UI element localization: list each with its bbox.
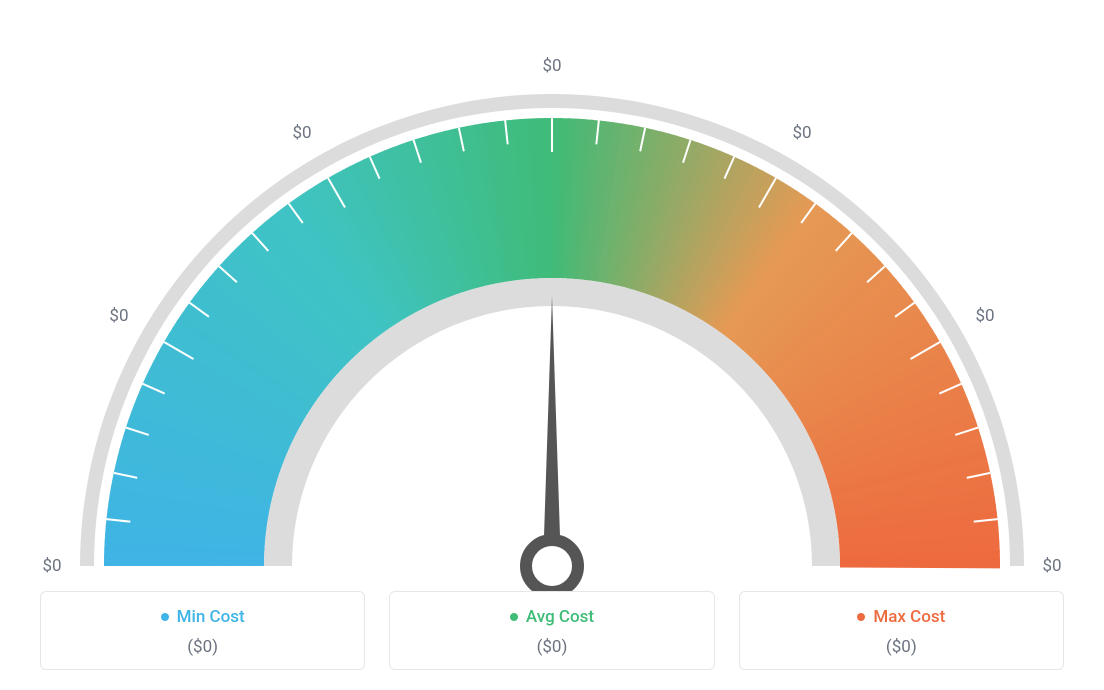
- gauge-tick-label: $0: [292, 123, 311, 143]
- gauge-tick-label: $0: [542, 56, 561, 76]
- gauge-tick-label: $0: [42, 556, 61, 576]
- legend-value: ($0): [41, 637, 364, 657]
- legend-value: ($0): [390, 637, 713, 657]
- legend-card-avg: Avg Cost ($0): [389, 591, 714, 670]
- dot-icon: [510, 613, 518, 621]
- gauge-tick-label: $0: [975, 306, 994, 326]
- legend-label: Min Cost: [177, 607, 245, 627]
- legend-value: ($0): [740, 637, 1063, 657]
- gauge-chart: $0 $0 $0 $0 $0 $0 $0: [0, 14, 1104, 598]
- gauge-tick-label: $0: [109, 306, 128, 326]
- dot-icon: [161, 613, 169, 621]
- legend-card-min: Min Cost ($0): [40, 591, 365, 670]
- legend-label: Avg Cost: [526, 607, 594, 627]
- legend-row: Min Cost ($0) Avg Cost ($0) Max Cost ($0…: [40, 591, 1064, 670]
- legend-title-avg: Avg Cost: [510, 607, 594, 627]
- legend-title-max: Max Cost: [857, 607, 945, 627]
- gauge-svg: [0, 14, 1104, 594]
- gauge-tick-label: $0: [792, 123, 811, 143]
- legend-title-min: Min Cost: [161, 607, 245, 627]
- dot-icon: [857, 613, 865, 621]
- gauge-tick-label: $0: [1042, 556, 1061, 576]
- legend-label: Max Cost: [873, 607, 945, 627]
- legend-card-max: Max Cost ($0): [739, 591, 1064, 670]
